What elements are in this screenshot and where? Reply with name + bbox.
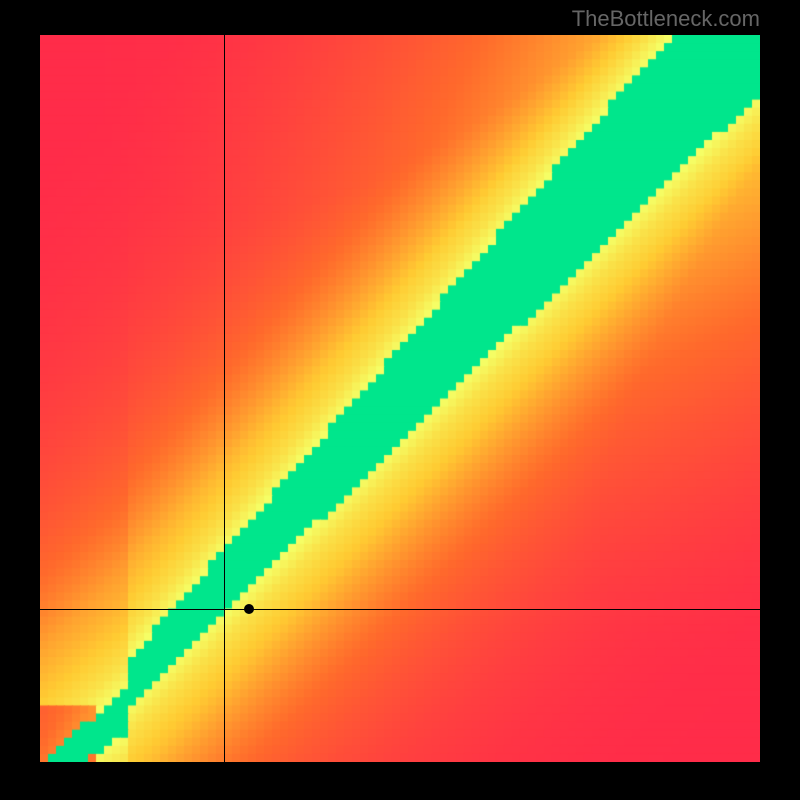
watermark-text: TheBottleneck.com [572, 6, 760, 32]
crosshair-horizontal [40, 609, 760, 610]
crosshair-vertical [224, 35, 225, 762]
intersection-marker [244, 604, 254, 614]
heatmap-plot [40, 35, 760, 762]
heatmap-canvas [40, 35, 760, 762]
